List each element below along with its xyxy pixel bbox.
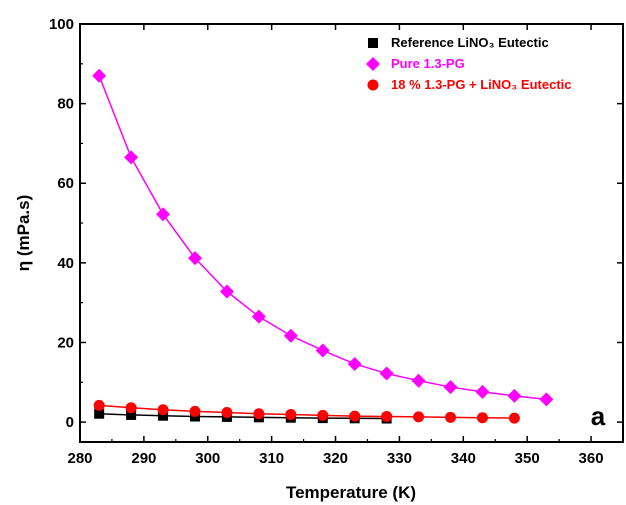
data-point [475,384,490,399]
data-point [221,407,233,419]
x-tick-label: 360 [579,450,604,467]
data-point [156,207,171,222]
data-point [315,343,330,358]
data-point [158,410,169,421]
y-axis-title: η (mPa.s) [14,195,33,272]
panel-label: a [591,401,606,431]
data-point [126,409,137,420]
data-point [93,399,105,411]
series-layer [92,68,554,424]
x-axis-title: Temperature (K) [286,483,416,502]
data-point [507,388,522,403]
data-point [349,410,361,422]
data-point [476,412,488,424]
data-point [124,150,139,165]
data-point [508,412,520,424]
legend-entry: 18 % 1.3-PG + LiNO₃ Eutectic [391,77,572,92]
x-tick-label: 340 [451,450,476,467]
x-tick-label: 300 [195,450,220,467]
data-point [125,402,137,414]
x-tick-label: 290 [131,450,156,467]
data-point [219,284,234,299]
x-tick-label: 320 [323,450,348,467]
y-tick-label: 20 [57,334,74,351]
y-tick-label: 80 [57,96,74,113]
legend-entry: Reference LiNO₃ Eutectic [391,35,549,50]
data-point [381,411,393,423]
plot-frame [79,23,624,443]
data-point [347,356,362,371]
series-circle [93,399,520,424]
legend-marker [368,38,378,48]
data-point [379,366,394,381]
data-point [253,408,265,420]
legend: Reference LiNO₃ Eutectic Pure 1.3-PG 18 % … [366,35,572,92]
series-diamond [92,68,554,407]
data-point [411,373,426,388]
x-tick-label: 330 [387,450,412,467]
data-point [92,68,107,83]
data-point [285,409,297,421]
legend-marker [367,79,379,91]
data-point [443,380,458,395]
data-point [187,251,202,266]
x-tick-label: 350 [515,450,540,467]
x-tick-label: 310 [259,450,284,467]
data-point [94,408,105,419]
data-point [189,405,201,417]
axis-ticks: 280 290 300 310 320 330 340 350 360 0 20 40 60 80 100 [49,16,623,467]
data-point [445,411,457,423]
y-tick-label: 100 [49,16,74,33]
legend-entry: Pure 1.3-PG [391,56,465,71]
data-point [413,411,425,423]
data-point [283,328,298,343]
data-point [251,309,266,324]
series-line [99,412,387,420]
data-point [539,392,554,407]
data-point [157,404,169,416]
y-tick-label: 0 [66,414,74,431]
data-point [317,409,329,421]
x-tick-label: 280 [67,450,92,467]
y-tick-label: 60 [57,175,74,192]
y-tick-label: 40 [57,255,74,272]
legend-marker [366,57,380,71]
